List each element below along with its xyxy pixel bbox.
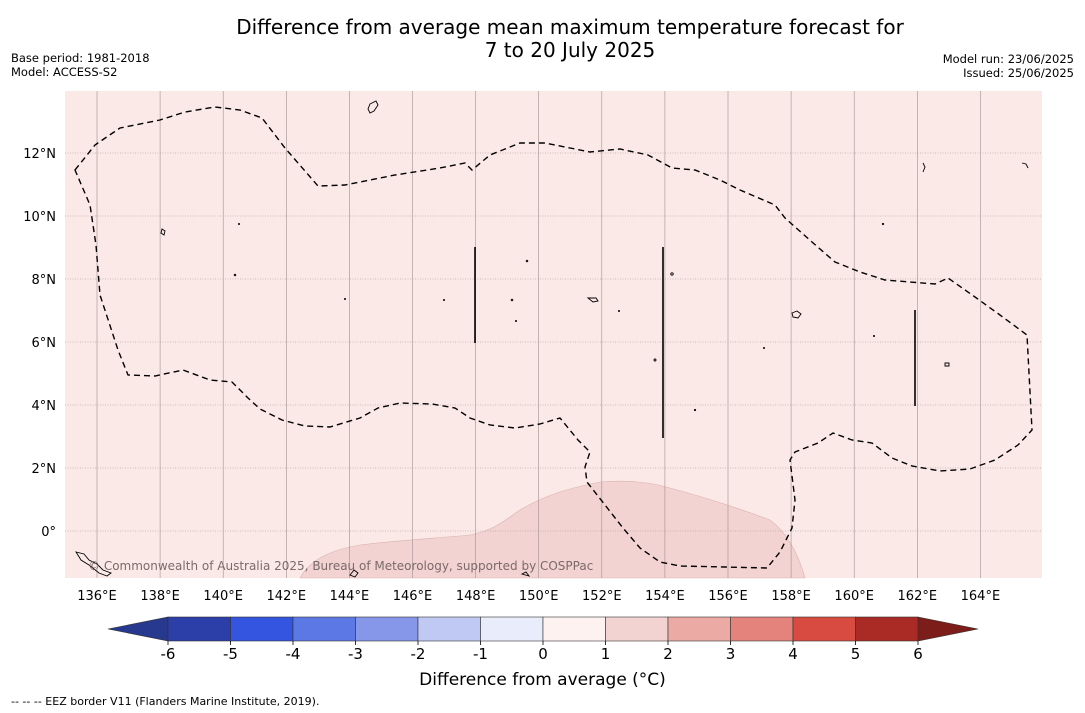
colorbar-tick-label: -3 [348,645,363,663]
longitude-label: 148°E [456,589,496,604]
colorbar-ticks: -6 -5 -4 -3 -2 -1 0 1 2 3 4 5 6 [161,641,923,663]
longitude-label: 162°E [898,589,938,604]
longitude-label: 164°E [961,589,1001,604]
eez-footnote: -- -- -- EEZ border V11 (Flanders Marine… [11,695,320,708]
colorbar-segment [792,616,856,642]
colorbar-segment [167,616,231,642]
longitude-label: 136°E [77,589,117,604]
colorbar-tick-label: 6 [913,645,923,663]
latitude-label: 10°N [23,210,56,225]
eez-border [74,106,1033,569]
model-run-text: Model run: 23/06/2025 [942,52,1074,66]
colorbar-segment [292,616,356,642]
longitude-label: 144°E [330,589,370,604]
model-text: Model: ACCESS-S2 [11,65,118,79]
latitude-label: 6°N [32,336,57,351]
colorbar-segment [730,616,794,642]
colorbar-segment [542,616,606,642]
longitude-label: 160°E [834,589,874,604]
chart-title-line2: 7 to 20 July 2025 [484,38,656,62]
colorbar-tick-label: -2 [411,645,426,663]
colorbar-segment [417,616,481,642]
islands [75,100,1029,578]
longitude-labels: 136°E 138°E 140°E 142°E 144°E 146°E 148°E 150°E… [77,589,1000,604]
colorbar-tick-label: -6 [161,645,176,663]
colorbar-tick-label: -4 [286,645,301,663]
issued-text: Issued: 25/06/2025 [963,66,1074,80]
longitude-label: 140°E [203,589,243,604]
colorbar-segment [355,616,419,642]
colorbar-segment [855,616,919,642]
base-period-text: Base period: 1981-2018 [11,51,150,65]
longitude-label: 156°E [708,589,748,604]
warm-anomaly-region [299,480,806,579]
colorbar-min-extension [107,616,169,642]
colorbar-tick-label: 3 [726,645,736,663]
colorbar-tick-label: -1 [473,645,488,663]
colorbar-max-extension [917,616,979,642]
latitude-label: 0° [41,525,56,540]
colorbar-segment [480,616,544,642]
latitude-label: 2°N [32,462,57,477]
longitude-label: 152°E [582,589,622,604]
colorbar-tick-label: -5 [223,645,238,663]
copyright-text: © Commonwealth of Australia 2025, Bureau… [88,559,593,573]
longitude-label: 142°E [267,589,307,604]
colorbar-label: Difference from average (°C) [419,670,666,690]
latitude-label: 8°N [32,273,57,288]
colorbar-tick-label: 5 [851,645,861,663]
chart-title-line1: Difference from average mean maximum tem… [236,15,904,39]
latitude-label: 12°N [23,147,56,162]
longitude-label: 138°E [140,589,180,604]
colorbar-tick-label: 4 [788,645,798,663]
longitude-label: 158°E [771,589,811,604]
latitude-label: 4°N [32,399,57,414]
colorbar-tick-label: 0 [538,645,548,663]
colorbar [107,616,979,642]
longitude-label: 154°E [645,589,685,604]
longitude-label: 150°E [519,589,559,604]
colorbar-segment [230,616,294,642]
colorbar-tick-label: 2 [663,645,673,663]
longitude-label: 146°E [393,589,433,604]
colorbar-segment [605,616,669,642]
colorbar-segment [667,616,731,642]
colorbar-tick-label: 1 [601,645,611,663]
latitude-labels: 12°N 10°N 8°N 6°N 4°N 2°N 0° [23,147,56,540]
